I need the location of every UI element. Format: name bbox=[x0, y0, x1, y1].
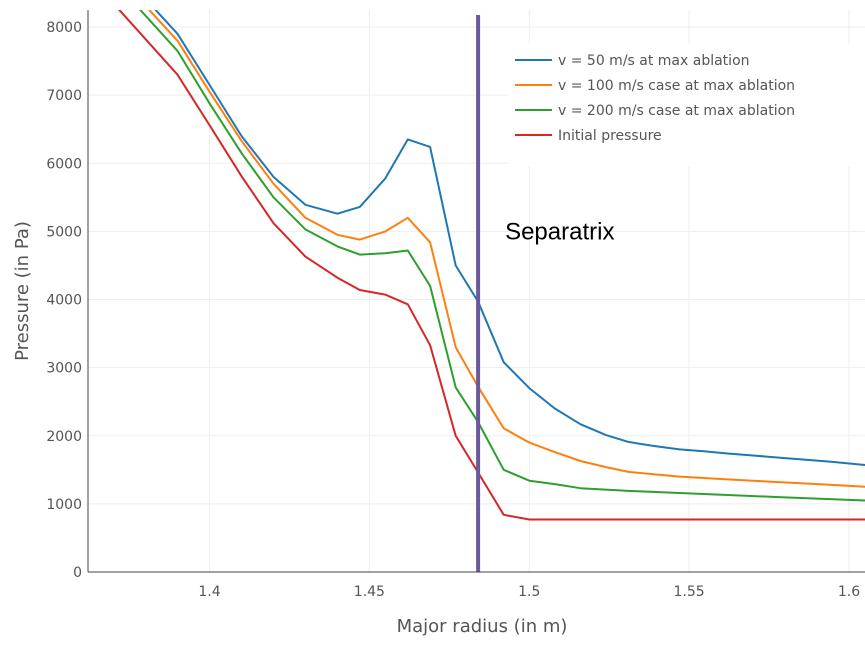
series-line bbox=[118, 10, 865, 521]
series-line bbox=[139, 10, 865, 502]
x-tick-label: 1.5 bbox=[518, 584, 540, 600]
x-tick-label: 1.45 bbox=[354, 584, 385, 600]
annotation-label: Separatrix bbox=[505, 218, 614, 245]
legend-label: v = 200 m/s case at max ablation bbox=[558, 103, 795, 119]
y-tick-label: 7000 bbox=[46, 88, 82, 104]
y-tick-label: 3000 bbox=[46, 361, 82, 377]
axes bbox=[87, 10, 865, 573]
legend: v = 50 m/s at max ablation v = 100 m/s ca… bbox=[508, 44, 865, 166]
y-tick-label: 6000 bbox=[46, 156, 82, 172]
x-tick-label: 1.4 bbox=[198, 584, 220, 600]
tick-labels: 0 1000 2000 3000 4000 5000 6000 7000 8000 1.4 1.45… bbox=[46, 20, 860, 600]
series-line bbox=[154, 10, 865, 466]
y-axis-title: Pressure (in Pa) bbox=[12, 221, 33, 361]
legend-label: v = 100 m/s case at max ablation bbox=[558, 78, 795, 94]
x-tick-label: 1.6 bbox=[838, 584, 860, 600]
legend-background bbox=[508, 44, 865, 166]
legend-label: Initial pressure bbox=[558, 128, 662, 144]
y-tick-label: 5000 bbox=[46, 224, 82, 240]
y-tick-label: 4000 bbox=[46, 293, 82, 309]
y-tick-label: 0 bbox=[73, 565, 82, 581]
series-line bbox=[147, 10, 865, 488]
series-lines bbox=[118, 10, 865, 521]
x-axis-title: Major radius (in m) bbox=[397, 616, 568, 637]
x-tick-label: 1.55 bbox=[674, 584, 705, 600]
annotations: Separatrix bbox=[505, 218, 614, 245]
y-tick-label: 1000 bbox=[46, 497, 82, 513]
y-tick-label: 2000 bbox=[46, 429, 82, 445]
legend-label: v = 50 m/s at max ablation bbox=[558, 53, 750, 69]
y-tick-label: 8000 bbox=[46, 20, 82, 36]
